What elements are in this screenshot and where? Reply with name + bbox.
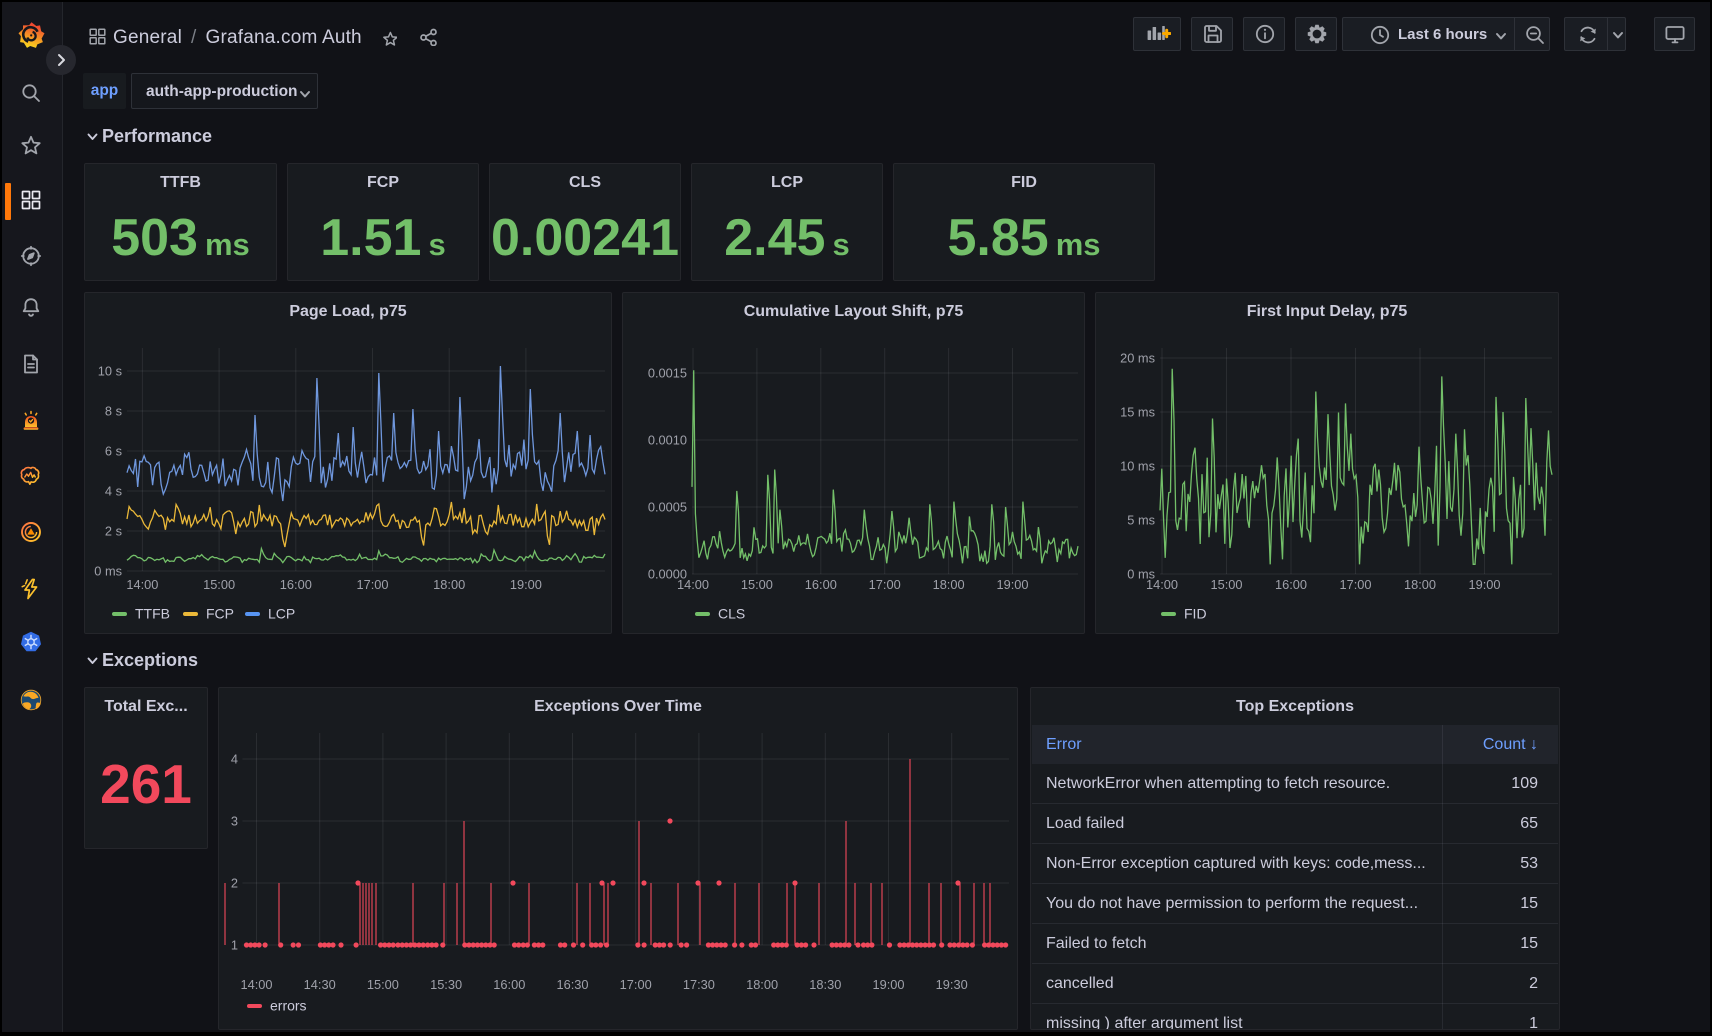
svg-text:16:00: 16:00 xyxy=(1275,577,1307,592)
svg-text:8 s: 8 s xyxy=(105,404,122,419)
svg-text:15:00: 15:00 xyxy=(741,577,773,592)
svg-text:18:30: 18:30 xyxy=(809,977,841,992)
svg-text:19:00: 19:00 xyxy=(1468,577,1500,592)
svg-text:15:00: 15:00 xyxy=(367,977,399,992)
svg-text:14:00: 14:00 xyxy=(1146,577,1178,592)
svg-text:19:00: 19:00 xyxy=(996,577,1028,592)
svg-text:0.0000: 0.0000 xyxy=(648,567,687,582)
svg-text:10 ms: 10 ms xyxy=(1120,459,1155,474)
svg-text:1: 1 xyxy=(231,938,238,953)
svg-text:17:00: 17:00 xyxy=(869,577,901,592)
svg-text:16:00: 16:00 xyxy=(280,577,312,592)
svg-text:18:00: 18:00 xyxy=(1404,577,1436,592)
svg-text:LCP: LCP xyxy=(268,606,295,622)
svg-text:18:00: 18:00 xyxy=(746,977,778,992)
svg-text:10 s: 10 s xyxy=(98,364,122,379)
svg-text:19:30: 19:30 xyxy=(936,977,968,992)
svg-text:6 s: 6 s xyxy=(105,444,122,459)
svg-text:14:00: 14:00 xyxy=(677,577,709,592)
svg-text:FCP: FCP xyxy=(206,606,234,622)
svg-text:3: 3 xyxy=(231,814,238,829)
svg-text:17:00: 17:00 xyxy=(620,977,652,992)
svg-text:16:00: 16:00 xyxy=(493,977,525,992)
svg-text:15:30: 15:30 xyxy=(430,977,462,992)
svg-text:14:00: 14:00 xyxy=(240,977,272,992)
svg-text:FID: FID xyxy=(1184,606,1207,622)
svg-text:2 s: 2 s xyxy=(105,524,122,539)
svg-text:4: 4 xyxy=(231,752,238,767)
svg-text:4 s: 4 s xyxy=(105,484,122,499)
svg-text:15:00: 15:00 xyxy=(1210,577,1242,592)
svg-text:0 ms: 0 ms xyxy=(94,564,122,579)
svg-text:18:00: 18:00 xyxy=(433,577,465,592)
svg-text:0.0015: 0.0015 xyxy=(648,366,687,381)
svg-text:18:00: 18:00 xyxy=(933,577,965,592)
svg-text:17:00: 17:00 xyxy=(356,577,388,592)
svg-text:15 ms: 15 ms xyxy=(1120,405,1155,420)
svg-text:0.0010: 0.0010 xyxy=(648,433,687,448)
svg-text:0.0005: 0.0005 xyxy=(648,500,687,515)
svg-text:CLS: CLS xyxy=(718,606,745,622)
svg-text:20 ms: 20 ms xyxy=(1120,351,1155,366)
svg-text:2: 2 xyxy=(231,876,238,891)
svg-text:14:30: 14:30 xyxy=(304,977,336,992)
svg-text:0 ms: 0 ms xyxy=(1127,567,1155,582)
svg-text:14:00: 14:00 xyxy=(126,577,158,592)
svg-text:17:30: 17:30 xyxy=(683,977,715,992)
svg-text:errors: errors xyxy=(270,998,307,1014)
svg-text:16:30: 16:30 xyxy=(556,977,588,992)
svg-text:15:00: 15:00 xyxy=(203,577,235,592)
svg-text:16:00: 16:00 xyxy=(805,577,837,592)
svg-text:17:00: 17:00 xyxy=(1339,577,1371,592)
svg-text:TTFB: TTFB xyxy=(135,606,170,622)
svg-text:19:00: 19:00 xyxy=(872,977,904,992)
svg-text:5 ms: 5 ms xyxy=(1127,513,1155,528)
svg-text:19:00: 19:00 xyxy=(510,577,542,592)
